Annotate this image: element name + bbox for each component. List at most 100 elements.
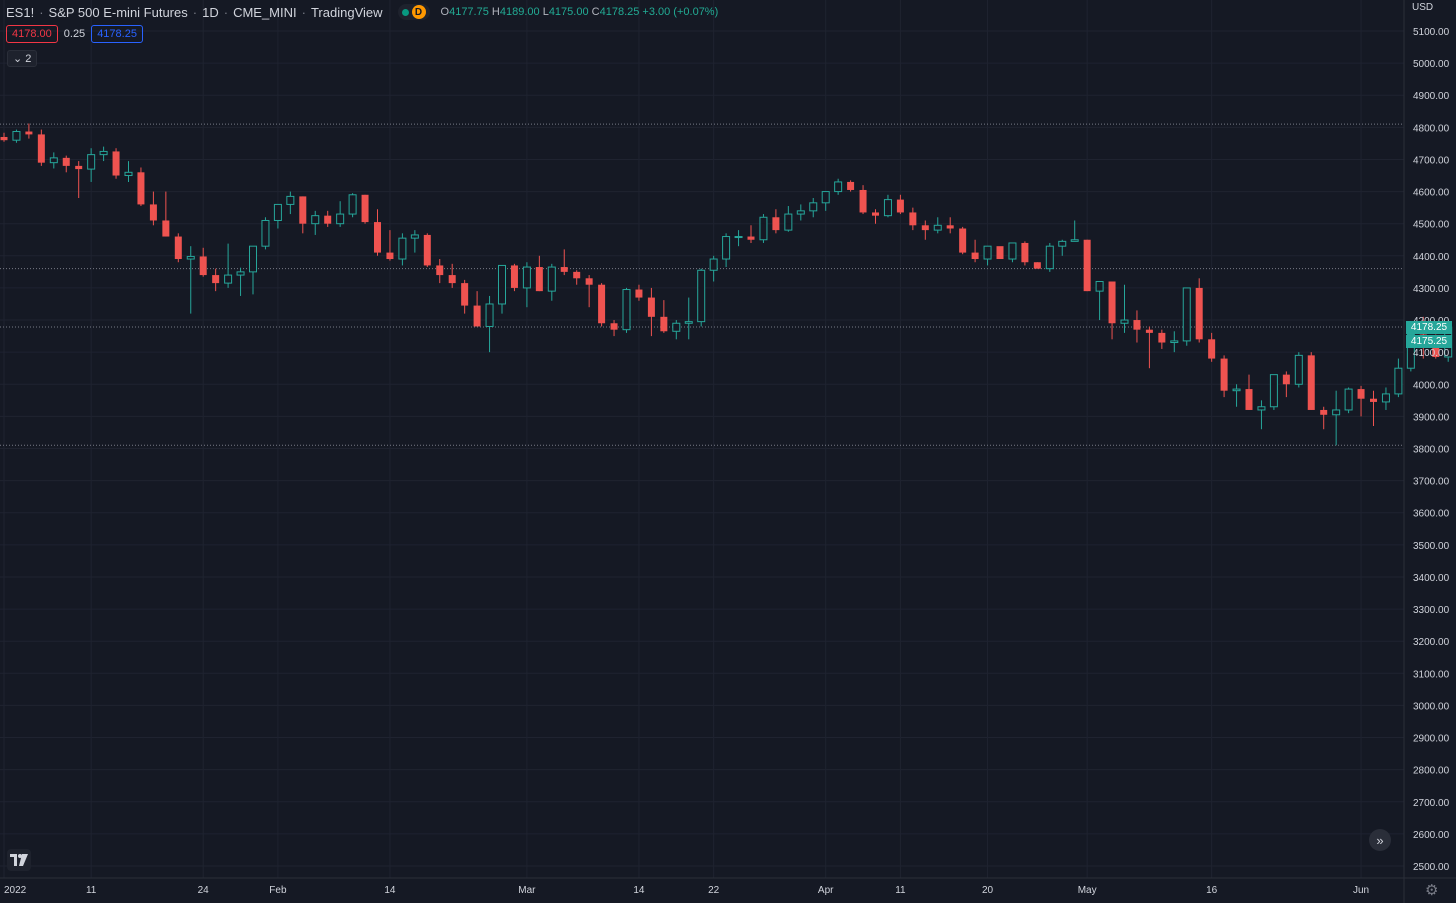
candle <box>162 191 170 237</box>
candle <box>261 217 270 250</box>
candle <box>1332 390 1341 446</box>
candle <box>983 245 992 266</box>
time-tick-label: 24 <box>198 885 210 896</box>
time-scale[interactable]: 2022 11 24 Feb 14 Mar 14 22 Apr 11 20 May 16 Jun <box>4 885 1369 896</box>
candle-body-up <box>49 157 58 164</box>
candle <box>1344 387 1353 414</box>
buy-button[interactable]: 4178.25 <box>91 25 143 43</box>
candle-body-up <box>224 274 233 284</box>
price-tick-label: 2700.00 <box>1413 798 1450 809</box>
candle <box>1170 331 1179 353</box>
candle-body-up <box>348 194 357 215</box>
market-status[interactable]: D <box>397 4 430 20</box>
candle-body-up <box>1170 340 1179 344</box>
candle-body-down <box>647 297 655 317</box>
price-tick-label: 4400.00 <box>1413 252 1450 263</box>
time-tick-label: Feb <box>269 885 287 896</box>
candle-body-down <box>374 222 381 253</box>
candle <box>1120 284 1129 333</box>
candle <box>436 259 444 284</box>
candle-body-down <box>1108 281 1116 324</box>
price-tick-label: 3600.00 <box>1413 509 1450 520</box>
candle-body-up <box>1344 388 1353 411</box>
candle <box>709 255 718 282</box>
candle <box>498 264 506 314</box>
candle <box>684 297 693 340</box>
open-label: O <box>440 6 450 18</box>
candle-body-down <box>847 181 855 190</box>
price-tick-label: 3400.00 <box>1413 573 1450 584</box>
candle-body-up <box>261 219 270 247</box>
scroll-to-realtime-button[interactable]: » <box>1369 829 1391 851</box>
prev-close-tag: 4175.25 <box>1406 335 1452 348</box>
candle-body-down <box>660 316 668 332</box>
interval-label[interactable]: 1D <box>202 4 219 20</box>
candle-body-down <box>75 165 83 170</box>
candle-body-up <box>1045 245 1054 270</box>
candle <box>410 230 419 253</box>
candle-body-down <box>1432 345 1440 357</box>
candle-body-up <box>1406 333 1415 369</box>
candle <box>1294 352 1303 388</box>
candle-body-down <box>996 246 1004 260</box>
candle <box>12 129 21 143</box>
price-scale[interactable]: 5100.00 5000.00 4900.00 4800.00 4700.00 4600.… <box>1413 27 1450 873</box>
candle <box>137 167 145 207</box>
tradingview-logo-icon[interactable] <box>7 849 31 871</box>
gear-icon[interactable]: ⚙ <box>1425 882 1439 899</box>
sell-button[interactable]: 4178.00 <box>6 25 58 43</box>
legend-separator: · <box>223 4 229 20</box>
candle-body-up <box>622 289 631 331</box>
candle <box>186 246 195 314</box>
candle <box>1083 239 1091 292</box>
price-tick-label: 3800.00 <box>1413 445 1450 456</box>
currency-label[interactable]: USD <box>1412 2 1434 13</box>
candle-body-down <box>112 151 120 176</box>
candle-body-down <box>1320 409 1328 415</box>
candle <box>896 194 904 215</box>
candle <box>361 194 369 224</box>
price-tick-label: 4500.00 <box>1413 220 1450 231</box>
double-chevron-right-icon: » <box>1376 832 1384 848</box>
candle <box>1245 374 1253 410</box>
candle-body-up <box>1269 374 1278 408</box>
close-label: C <box>591 6 600 18</box>
price-tick-label: 4300.00 <box>1413 284 1450 295</box>
time-tick-label: 22 <box>708 885 720 896</box>
candle <box>273 203 282 229</box>
candle-body-down <box>560 267 568 272</box>
candle <box>423 233 431 268</box>
candle-body-up <box>1294 354 1303 385</box>
candle <box>722 233 731 268</box>
candle <box>1045 242 1054 272</box>
candle-body-down <box>1158 332 1166 343</box>
indicators-toggle-button[interactable]: ⌄ 2 <box>7 50 38 67</box>
candle <box>336 201 345 227</box>
candle <box>1282 371 1290 398</box>
candle-body-down <box>909 212 917 226</box>
candle <box>959 226 967 255</box>
candle <box>784 206 793 232</box>
candle <box>485 295 494 353</box>
candle <box>1033 262 1041 269</box>
candle-body-up <box>522 266 531 289</box>
candle-body-down <box>598 284 606 324</box>
symbol-description: S&P 500 E-mini Futures <box>48 4 188 20</box>
candle-body-down <box>1307 355 1315 410</box>
candle-body-down <box>361 194 369 223</box>
candle <box>859 185 867 215</box>
candle-body-up <box>336 213 345 225</box>
candle <box>1269 374 1278 410</box>
candle <box>971 239 979 263</box>
candle-body-down <box>747 236 755 240</box>
spread-value: 0.25 <box>63 28 86 40</box>
candle-body-down <box>461 283 469 306</box>
time-tick-label: 16 <box>1206 885 1218 896</box>
symbol-ticker[interactable]: ES1! <box>6 4 35 20</box>
candle <box>522 262 531 308</box>
candle <box>635 284 643 301</box>
market-open-icon <box>401 8 409 16</box>
legend-separator: · <box>301 4 306 20</box>
chart-grid <box>0 0 1404 878</box>
